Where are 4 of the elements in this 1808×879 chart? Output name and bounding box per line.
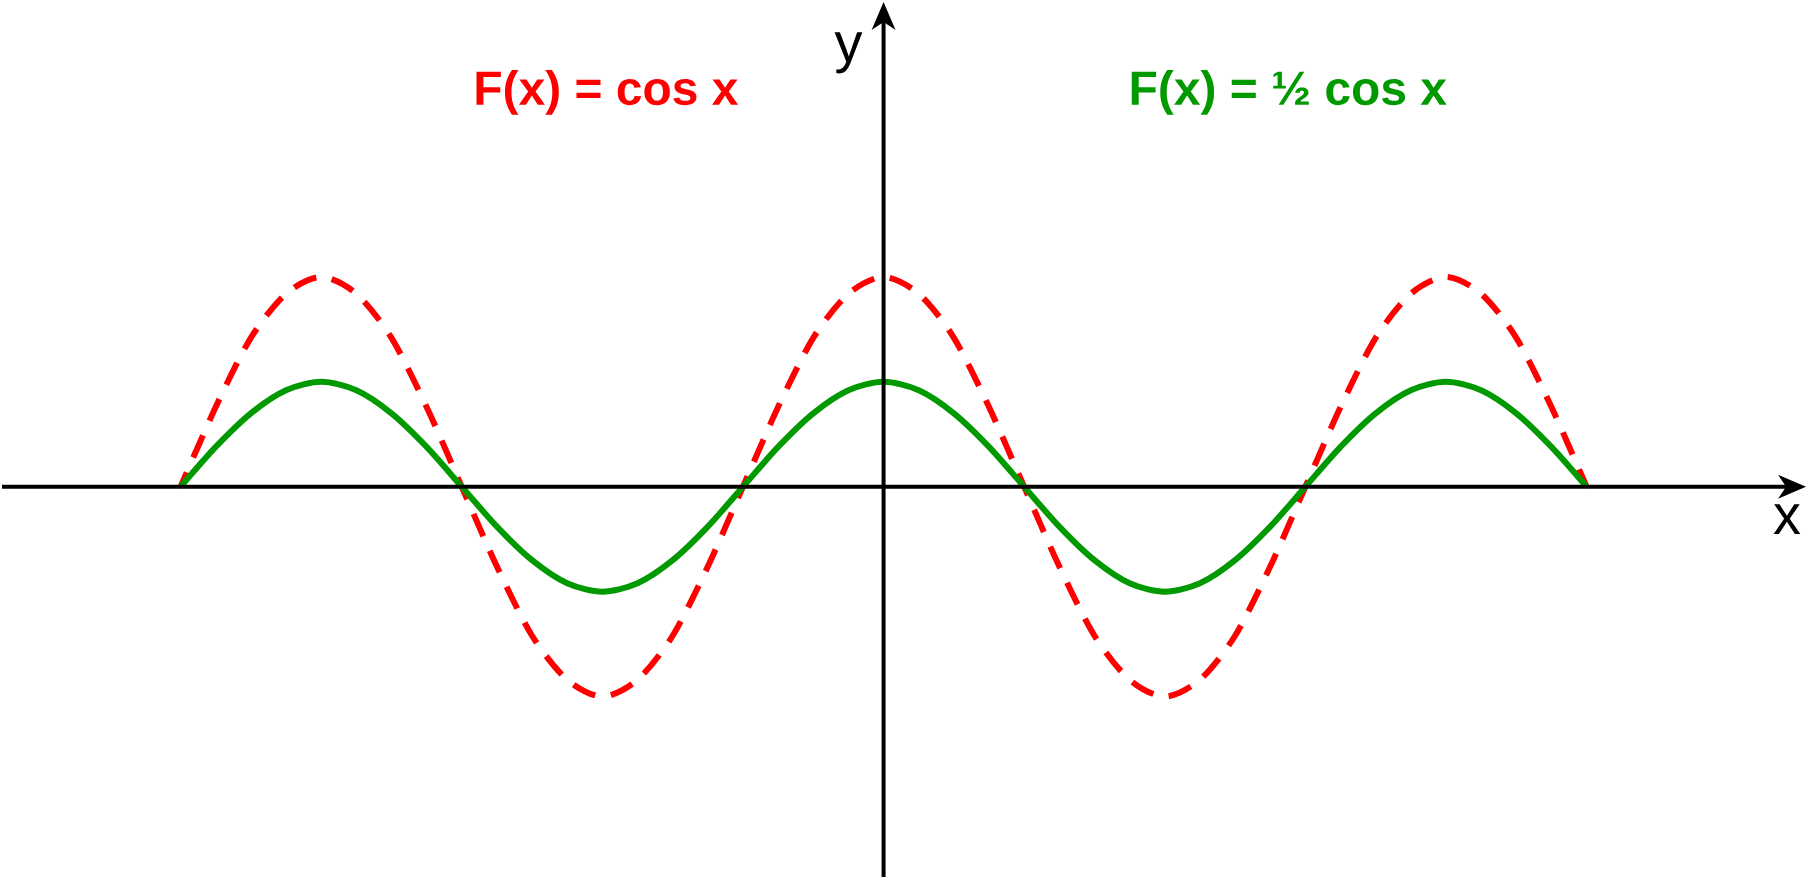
y-axis-title: y [834,32,863,74]
text: F(x) = ½ cos x [1131,69,1447,115]
text: F(x) = cos x [476,69,739,115]
x-axis-title: x [1773,504,1801,534]
